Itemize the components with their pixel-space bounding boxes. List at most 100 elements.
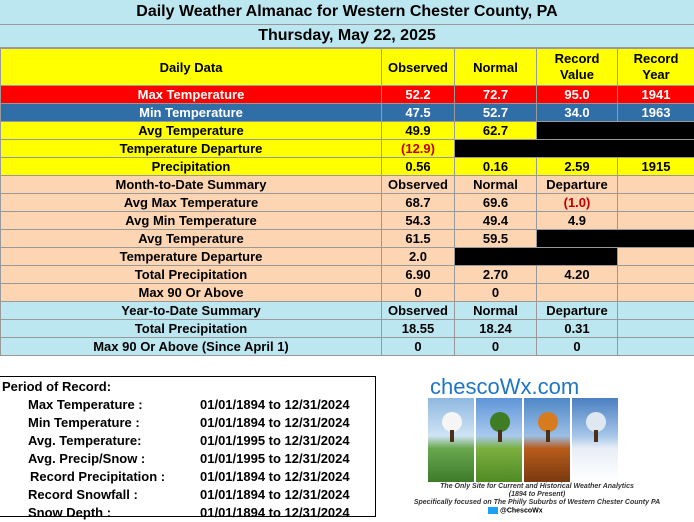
blank-cell (455, 248, 618, 266)
col-header-normal: Normal (455, 302, 537, 320)
period-row: Record Snowfall : 01/01/1894 to 12/31/20… (0, 486, 376, 504)
normal-cell: 49.4 (455, 212, 537, 230)
table-row: Avg Temperature 49.9 62.7 (1, 122, 694, 140)
observed-cell: 68.7 (382, 194, 455, 212)
table-row: Total Precipitation 18.55 18.24 0.31 (1, 320, 694, 338)
period-range: 01/01/1995 to 12/31/2024 (200, 432, 350, 450)
blank-cell (537, 122, 694, 140)
col-header-departure: Departure (537, 176, 618, 194)
autumn-panel (524, 398, 570, 482)
col-header-observed: Observed (382, 176, 455, 194)
row-label: Temperature Departure (1, 248, 382, 266)
departure-cell: 0 (537, 338, 618, 356)
winter-panel (572, 398, 618, 482)
table-row: Temperature Departure 2.0 (1, 248, 694, 266)
table-row: Precipitation 0.56 0.16 2.59 1915 (1, 158, 694, 176)
normal-cell: 18.24 (455, 320, 537, 338)
observed-cell: 47.5 (382, 104, 455, 122)
col-header-observed: Observed (382, 302, 455, 320)
normal-cell: 69.6 (455, 194, 537, 212)
chescowx-ad[interactable]: chescoWx.com The Only Site for Current a… (380, 376, 694, 517)
period-of-record-box: Period of Record: Max Temperature : 01/0… (0, 376, 376, 517)
empty-cell (618, 338, 694, 356)
page-title: Daily Weather Almanac for Western Cheste… (0, 0, 694, 25)
twitter-handle[interactable]: @ChescoWx (488, 507, 543, 514)
daily-header-row: Daily Data Observed Normal Record Value … (1, 49, 694, 86)
row-label: Avg Min Temperature (1, 212, 382, 230)
observed-cell: 54.3 (382, 212, 455, 230)
observed-cell: (12.9) (382, 140, 455, 158)
twitter-icon (488, 507, 498, 514)
row-label: Total Precipitation (1, 320, 382, 338)
tree-icon (538, 412, 558, 432)
row-label: Avg Temperature (1, 230, 382, 248)
date-banner: Thursday, May 22, 2025 (0, 25, 694, 48)
col-header-observed: Observed (382, 49, 455, 86)
mtd-header-row: Month-to-Date Summary Observed Normal De… (1, 176, 694, 194)
handle-text: @ChescoWx (500, 507, 543, 514)
observed-cell: 52.2 (382, 86, 455, 104)
departure-cell: 4.9 (537, 212, 618, 230)
col-header-record-value: Record Value (537, 49, 618, 86)
period-row: Max Temperature : 01/01/1894 to 12/31/20… (0, 396, 376, 414)
period-title: Period of Record: (2, 379, 111, 394)
ytd-header-row: Year-to-Date Summary Observed Normal Dep… (1, 302, 694, 320)
tree-trunk (594, 430, 598, 442)
period-range: 01/01/1894 to 12/31/2024 (200, 486, 350, 504)
col-header-mtd: Month-to-Date Summary (1, 176, 382, 194)
col-header-record-year: Record Year (618, 49, 694, 86)
period-label: Min Temperature : (28, 414, 140, 432)
period-label: Max Temperature : (28, 396, 143, 414)
almanac-table: Daily Data Observed Normal Record Value … (0, 48, 694, 356)
tree-trunk (546, 430, 550, 442)
table-row: Total Precipitation 6.90 2.70 4.20 (1, 266, 694, 284)
period-row: Avg. Precip/Snow : 01/01/1995 to 12/31/2… (0, 450, 376, 468)
empty-cell (537, 284, 618, 302)
row-label: Max Temperature (1, 86, 382, 104)
observed-cell: 6.90 (382, 266, 455, 284)
record-cell: 34.0 (537, 104, 618, 122)
title-text: Daily Weather Almanac for Western Cheste… (136, 3, 557, 21)
empty-cell (618, 320, 694, 338)
empty-cell (618, 302, 694, 320)
departure-cell: 4.20 (537, 266, 618, 284)
row-label: Precipitation (1, 158, 382, 176)
empty-cell (618, 266, 694, 284)
period-label: Snow Depth : (28, 504, 111, 522)
period-label: Avg. Precip/Snow : (28, 450, 145, 468)
table-row: Avg Max Temperature 68.7 69.6 (1.0) (1, 194, 694, 212)
record-year-cell: 1963 (618, 104, 694, 122)
tree-trunk (450, 430, 454, 442)
ad-tagline: The Only Site for Current and Historical… (380, 483, 694, 490)
period-label: Record Snowfall : (28, 486, 138, 504)
period-range: 01/01/1894 to 12/31/2024 (200, 396, 350, 414)
table-row: Temperature Departure (12.9) (1, 140, 694, 158)
empty-cell (618, 248, 694, 266)
col-header-departure: Departure (537, 302, 618, 320)
blank-cell (455, 140, 694, 158)
period-row: Min Temperature : 01/01/1894 to 12/31/20… (0, 414, 376, 432)
period-row: Record Precipitation : 01/01/1894 to 12/… (0, 468, 376, 486)
tree-icon (442, 412, 462, 432)
period-row: Avg. Temperature: 01/01/1995 to 12/31/20… (0, 432, 376, 450)
empty-cell (618, 212, 694, 230)
date-text: Thursday, May 22, 2025 (258, 27, 436, 45)
col-header-daily: Daily Data (1, 49, 382, 86)
observed-cell: 0 (382, 284, 455, 302)
summer-panel (476, 398, 522, 482)
normal-cell: 0.16 (455, 158, 537, 176)
empty-cell (618, 284, 694, 302)
empty-cell (618, 176, 694, 194)
record-cell: 95.0 (537, 86, 618, 104)
row-label: Avg Temperature (1, 122, 382, 140)
row-label: Max 90 Or Above (1, 284, 382, 302)
period-range: 01/01/1894 to 12/31/2024 (200, 504, 350, 522)
col-header-normal: Normal (455, 49, 537, 86)
tree-trunk (498, 430, 502, 442)
record-year-cell: 1915 (618, 158, 694, 176)
observed-cell: 18.55 (382, 320, 455, 338)
period-label: Record Precipitation : (30, 468, 165, 486)
ad-years: (1894 to Present) (380, 491, 694, 498)
normal-cell: 0 (455, 284, 537, 302)
observed-cell: 2.0 (382, 248, 455, 266)
